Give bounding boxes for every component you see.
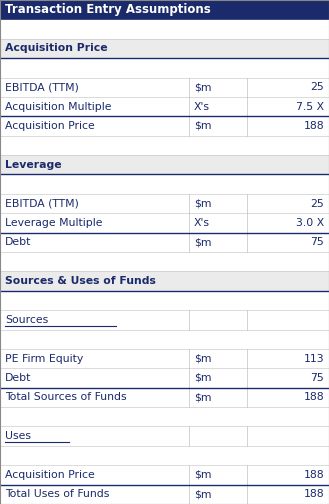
Bar <box>0 97 329 116</box>
Bar <box>0 39 329 58</box>
Text: Transaction Entry Assumptions: Transaction Entry Assumptions <box>5 3 211 16</box>
Bar <box>0 407 329 426</box>
Text: Acquisition Price: Acquisition Price <box>5 121 95 131</box>
Text: Sources: Sources <box>5 315 48 325</box>
Bar <box>0 271 329 291</box>
Text: Acquisition Price: Acquisition Price <box>5 43 108 53</box>
Bar <box>0 426 329 446</box>
Text: Acquisition Multiple: Acquisition Multiple <box>5 102 112 111</box>
Bar <box>0 136 329 155</box>
Bar <box>0 19 329 39</box>
Bar <box>0 291 329 310</box>
Bar <box>0 213 329 233</box>
Text: Sources & Uses of Funds: Sources & Uses of Funds <box>5 276 156 286</box>
Bar <box>0 58 329 78</box>
Text: EBITDA (TTM): EBITDA (TTM) <box>5 199 79 209</box>
Text: Debt: Debt <box>5 237 31 247</box>
Text: 25: 25 <box>310 82 324 92</box>
Text: Debt: Debt <box>5 373 31 383</box>
Bar <box>0 349 329 368</box>
Text: Acquisition Price: Acquisition Price <box>5 470 95 480</box>
Text: 7.5 X: 7.5 X <box>296 102 324 111</box>
Bar <box>0 233 329 252</box>
Text: 3.0 X: 3.0 X <box>296 218 324 228</box>
Bar <box>0 252 329 271</box>
Text: 75: 75 <box>310 373 324 383</box>
Text: Uses: Uses <box>5 431 31 441</box>
Bar <box>0 368 329 388</box>
Text: $m: $m <box>194 470 212 480</box>
Text: Total Uses of Funds: Total Uses of Funds <box>5 489 109 499</box>
Text: $m: $m <box>194 489 212 499</box>
Bar <box>0 330 329 349</box>
Text: $m: $m <box>194 82 212 92</box>
Text: PE Firm Equity: PE Firm Equity <box>5 354 83 363</box>
Text: $m: $m <box>194 354 212 363</box>
Bar <box>0 116 329 136</box>
Text: X's: X's <box>194 218 210 228</box>
Text: 188: 188 <box>303 489 324 499</box>
Text: 113: 113 <box>303 354 324 363</box>
Bar <box>0 78 329 97</box>
Text: $m: $m <box>194 393 212 402</box>
Text: $m: $m <box>194 121 212 131</box>
Text: 188: 188 <box>303 393 324 402</box>
Bar <box>0 446 329 465</box>
Text: 75: 75 <box>310 237 324 247</box>
Bar <box>0 155 329 174</box>
Bar <box>0 194 329 213</box>
Bar <box>0 388 329 407</box>
Text: EBITDA (TTM): EBITDA (TTM) <box>5 82 79 92</box>
Text: 25: 25 <box>310 199 324 209</box>
Text: Leverage Multiple: Leverage Multiple <box>5 218 102 228</box>
Text: $m: $m <box>194 199 212 209</box>
Text: $m: $m <box>194 237 212 247</box>
Bar <box>0 0 329 19</box>
Text: Total Sources of Funds: Total Sources of Funds <box>5 393 127 402</box>
Bar <box>0 310 329 330</box>
Bar <box>0 465 329 485</box>
Bar <box>0 485 329 504</box>
Text: 188: 188 <box>303 470 324 480</box>
Text: X's: X's <box>194 102 210 111</box>
Bar <box>0 174 329 194</box>
Text: Leverage: Leverage <box>5 160 62 170</box>
Text: $m: $m <box>194 373 212 383</box>
Text: 188: 188 <box>303 121 324 131</box>
